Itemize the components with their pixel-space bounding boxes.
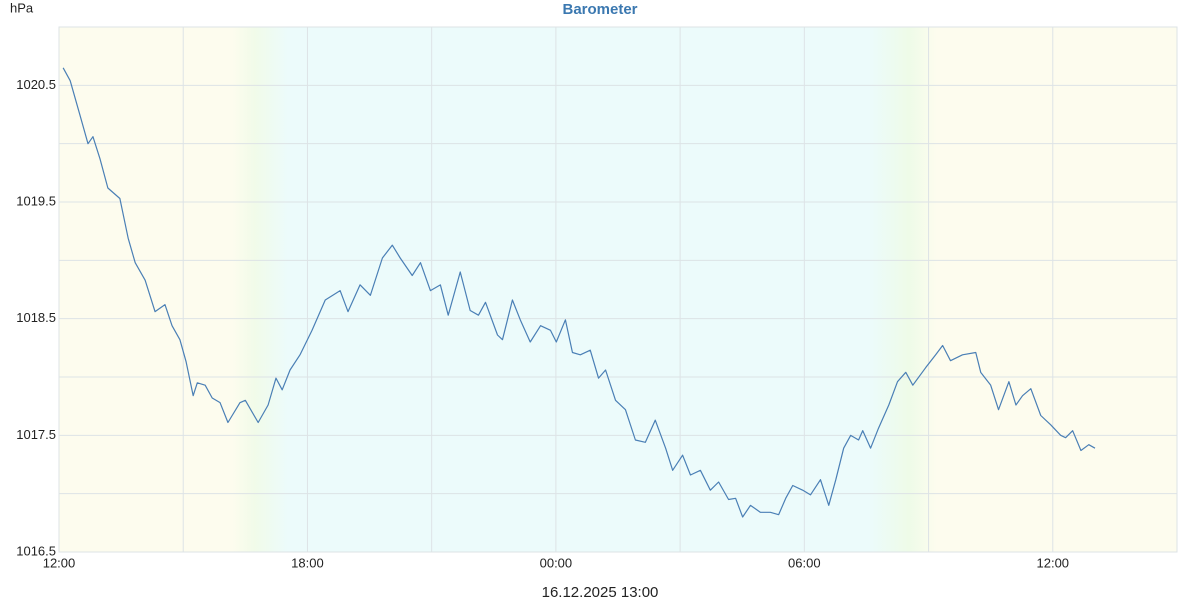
chart-title: Barometer — [562, 1, 637, 18]
y-tick-label: 1017.5 — [16, 427, 56, 442]
x-tick-label: 18:00 — [291, 555, 324, 570]
x-tick-label: 12:00 — [1037, 555, 1070, 570]
y-tick-label: 1016.5 — [16, 543, 56, 558]
y-tick-label: 1019.5 — [16, 193, 56, 208]
y-tick-label: 1018.5 — [16, 310, 56, 325]
y-tick-label: 1020.5 — [16, 77, 56, 92]
x-tick-label: 00:00 — [540, 555, 573, 570]
y-axis-label: hPa — [10, 0, 34, 15]
plot-area — [58, 26, 1178, 553]
line — [62, 67, 1096, 518]
x-tick-label: 12:00 — [43, 555, 76, 570]
x-tick-label: 06:00 — [788, 555, 821, 570]
caption: 16.12.2025 13:00 — [542, 584, 659, 600]
